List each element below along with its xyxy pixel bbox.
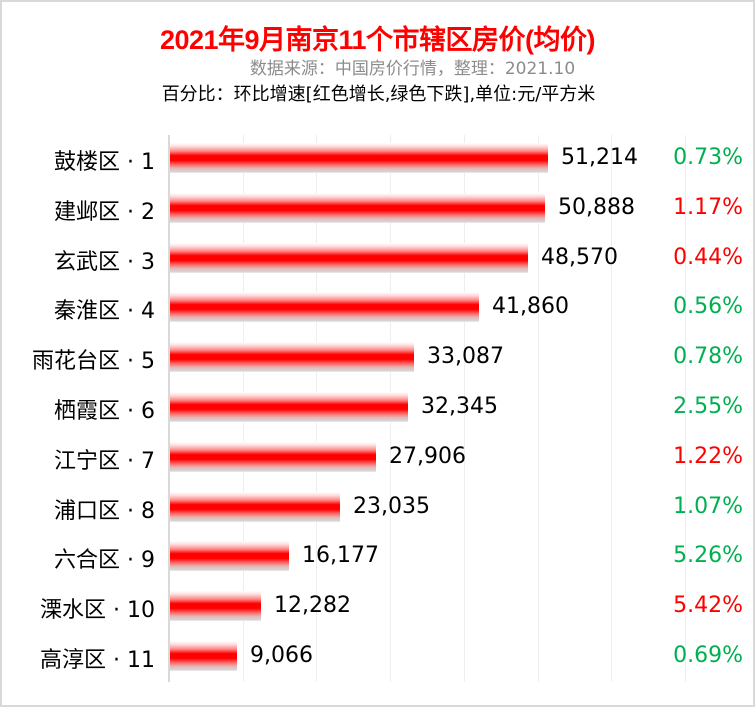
category-label: 溧水区 · 10	[40, 598, 155, 624]
category-label: 雨花台区 · 5	[32, 349, 155, 375]
bar-row: 浦口区 · 8 23,035 1.07%	[0, 484, 755, 534]
pct-change-label: 0.44%	[673, 244, 743, 270]
data-source: 数据来源：中国房价行情，整理：2021.10	[249, 59, 576, 79]
bar-row: 雨花台区 · 5 33,087 0.78%	[0, 334, 755, 384]
bar	[170, 392, 408, 422]
category-label: 高淳区 · 11	[40, 648, 155, 673]
bar	[170, 641, 237, 671]
bar-row: 秦淮区 · 4 41,860 0.56%	[0, 284, 755, 334]
pct-change-label: 1.22%	[673, 443, 743, 469]
pct-change-label: 2.55%	[673, 394, 743, 419]
bar	[170, 242, 528, 273]
bar	[170, 342, 414, 373]
bar	[170, 591, 261, 622]
gridline	[611, 135, 612, 682]
value-label: 48,570	[541, 244, 618, 270]
bar	[170, 541, 289, 572]
bar	[170, 441, 376, 472]
value-label: 12,282	[274, 593, 351, 619]
chart-note: 百分比：环比增速[红色增长,绿色下跌],单位:元/平方米	[161, 84, 596, 105]
bar-row: 六合区 · 9 16,177 5.26%	[0, 533, 755, 583]
bar-row: 玄武区 · 3 48,570 0.44%	[0, 235, 755, 285]
category-label: 浦口区 · 8	[54, 498, 155, 524]
gridline	[685, 135, 686, 682]
pct-change-label: 0.78%	[673, 344, 743, 370]
category-label: 玄武区 · 3	[54, 249, 155, 275]
category-axis-line	[168, 135, 170, 682]
bar-row: 溧水区 · 10 12,282 5.42%	[0, 583, 755, 633]
bar	[170, 192, 545, 223]
bar-row: 建邺区 · 2 50,888 1.17%	[0, 185, 755, 235]
bar-row: 鼓楼区 · 1 51,214 0.73%	[0, 135, 755, 185]
value-label: 33,087	[427, 344, 504, 370]
pct-change-label: 0.73%	[673, 145, 743, 170]
category-label: 秦淮区 · 4	[54, 299, 155, 325]
category-label: 江宁区 · 7	[54, 448, 155, 474]
bar-row: 栖霞区 · 6 32,345 2.55%	[0, 384, 755, 434]
bar	[170, 292, 479, 323]
value-label: 9,066	[250, 643, 313, 668]
category-label: 栖霞区 · 6	[54, 399, 155, 424]
category-label: 建邺区 · 2	[54, 199, 155, 225]
value-label: 27,906	[389, 443, 466, 469]
pct-change-label: 0.56%	[673, 294, 743, 320]
bar-row: 高淳区 · 11 9,066 0.69%	[0, 633, 755, 683]
bar	[170, 143, 548, 173]
pct-change-label: 1.17%	[673, 194, 743, 220]
gridline	[538, 135, 539, 682]
value-label: 32,345	[421, 394, 498, 419]
category-label: 六合区 · 9	[54, 548, 155, 574]
pct-change-label: 5.26%	[673, 543, 743, 569]
gridline	[464, 135, 465, 682]
value-label: 51,214	[561, 145, 638, 170]
category-label: 鼓楼区 · 1	[54, 150, 155, 175]
value-label: 16,177	[302, 543, 379, 569]
value-label: 50,888	[558, 194, 635, 220]
chart-title: 2021年9月南京11个市辖区房价(均价)	[159, 25, 596, 55]
pct-change-label: 1.07%	[673, 493, 743, 519]
value-label: 23,035	[353, 493, 430, 519]
bar-row: 江宁区 · 7 27,906 1.22%	[0, 434, 755, 484]
value-label: 41,860	[492, 294, 569, 320]
pct-change-label: 0.69%	[673, 643, 743, 668]
pct-change-label: 5.42%	[673, 593, 743, 619]
bar	[170, 491, 340, 522]
